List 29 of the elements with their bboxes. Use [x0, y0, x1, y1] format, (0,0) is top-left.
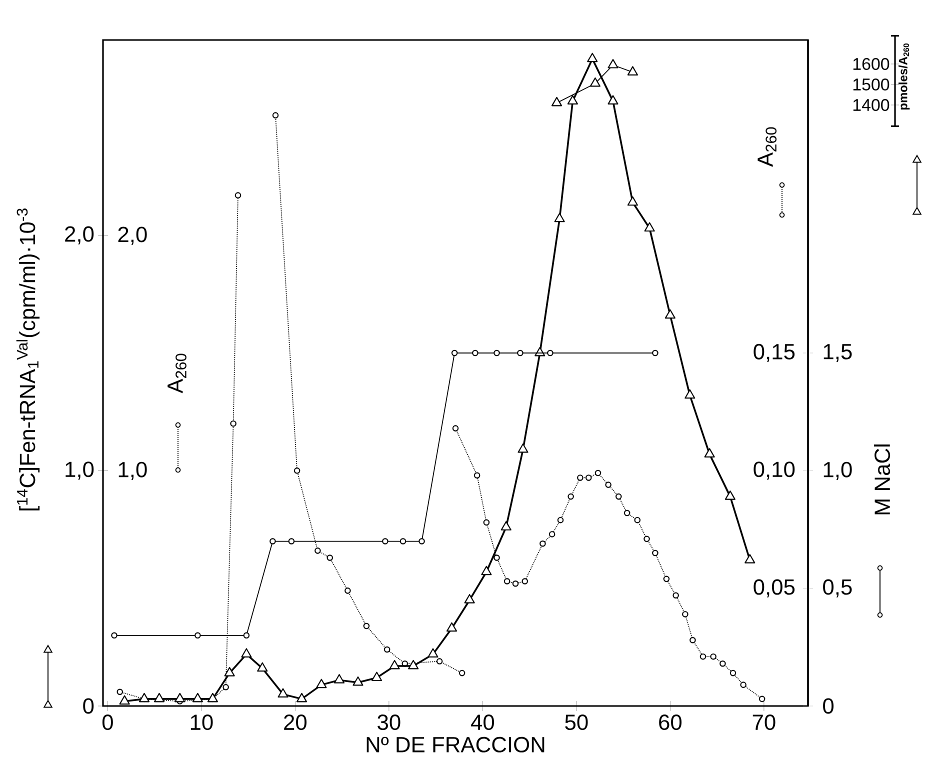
- y-tick-label: 2,0: [65, 226, 94, 244]
- annotation: 1,0: [118, 462, 147, 480]
- y-tick-label: 1,0: [66, 462, 94, 480]
- y2-tick-label: 0,10: [754, 462, 795, 480]
- x-tick-label: 30: [378, 714, 400, 730]
- x-tick-label: 40: [471, 714, 494, 730]
- text: 1,0: [824, 462, 852, 480]
- x-tick-label: 60: [659, 714, 682, 730]
- x-axis-title: Nº DE FRACCION: [366, 736, 544, 752]
- x-tick-label: 20: [284, 714, 307, 730]
- annotation: A$_{260}$: [758, 127, 777, 167]
- y2-axis-title: M NaCl: [874, 444, 890, 514]
- y2-tick-label: 0,05: [754, 579, 795, 598]
- y3-axis-title: pmoles/A$_{260}$: [898, 44, 910, 110]
- annotation: A$_{260}$: [168, 354, 186, 394]
- y2-tick-label: 0,15: [754, 344, 795, 362]
- y3-tick-label: 1400: [853, 98, 890, 111]
- y3-tick-label: 1600: [853, 58, 890, 70]
- x-tick-label: 70: [752, 714, 776, 730]
- y-axis-title: [$^{14}$C]Fen-tRNA$_{1}$$^{Val}$(cpm/ml)·10$^{-3}$: [16, 208, 40, 510]
- x-tick-label: 50: [565, 714, 588, 730]
- x-tick-label: 0: [102, 714, 113, 730]
- text: 0: [823, 698, 834, 714]
- text: 0,5: [823, 579, 852, 598]
- y-tick-label: 0: [83, 698, 94, 714]
- x-tick-label: 10: [190, 714, 213, 730]
- text: 1,5: [824, 344, 852, 362]
- y3-tick-label: 1500: [853, 78, 890, 90]
- annotation: 2,0: [118, 226, 147, 245]
